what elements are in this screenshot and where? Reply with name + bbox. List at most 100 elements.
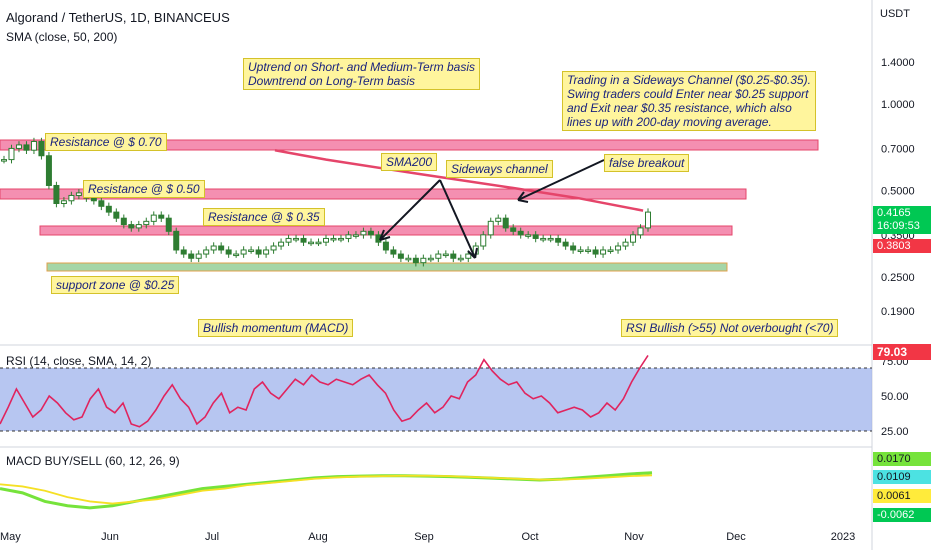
candle-body	[645, 211, 651, 229]
candle-body	[382, 241, 389, 251]
candle-body	[45, 155, 52, 186]
resistance-label-050: Resistance @ $ 0.50	[83, 180, 205, 198]
resistance-label-070: Resistance @ $ 0.70	[45, 133, 167, 151]
candle-body	[285, 237, 292, 243]
indicator-legend: SMA (close, 50, 200)	[6, 30, 118, 44]
candle-body	[8, 147, 15, 161]
candle-body	[143, 220, 150, 226]
annotation-sideways-channel: Sideways channel	[446, 160, 553, 178]
candle-body	[615, 245, 622, 251]
annotation-arrows	[379, 159, 605, 259]
candle-body	[1, 159, 7, 162]
resistance-zone-050[interactable]	[0, 188, 747, 200]
candle-body	[158, 214, 165, 219]
candle-body	[412, 257, 419, 264]
candle-body	[502, 217, 509, 229]
macd-value-3: -0.0062	[873, 508, 931, 522]
candle-body	[465, 253, 472, 259]
candle-body	[457, 257, 464, 261]
macd-value-0: 0.0170	[873, 452, 931, 466]
annotation-false-breakout: false breakout	[604, 154, 690, 172]
time-tick-label: 2023	[831, 531, 855, 543]
candle-body	[270, 245, 277, 251]
candle-body	[420, 257, 427, 264]
candle-body	[577, 249, 584, 252]
annotation-sma200: SMA200	[381, 153, 438, 171]
candle-body	[435, 253, 442, 259]
macd-value-1: 0.0109	[873, 470, 931, 484]
candle-body	[323, 237, 329, 243]
rsi-tick-label: 50.00	[881, 391, 909, 403]
candle-body	[607, 249, 614, 252]
candle-body	[90, 197, 97, 202]
candle-body	[360, 230, 367, 236]
candle-body	[367, 230, 374, 236]
time-tick-label: Jun	[101, 531, 119, 543]
candle-body	[278, 241, 285, 247]
time-tick-label: Jul	[205, 531, 219, 543]
candle-body	[225, 249, 232, 255]
candle-body	[38, 140, 45, 157]
time-tick-label: Dec	[726, 531, 746, 543]
candle-body	[637, 227, 644, 236]
candle-body	[135, 224, 142, 229]
candle-body	[105, 205, 112, 213]
candle-body	[173, 230, 180, 251]
candle-body	[240, 249, 247, 255]
candle-body	[600, 249, 607, 255]
support-zone-025[interactable]	[46, 262, 728, 272]
candle-body	[293, 237, 300, 241]
candle-body	[547, 237, 554, 241]
note-trend: Uptrend on Short- and Medium-Term basis …	[243, 58, 480, 90]
candle-body	[630, 234, 637, 243]
candle-body	[233, 253, 240, 257]
candle-body	[352, 234, 359, 237]
candle-body	[195, 253, 202, 259]
candle-body	[390, 249, 397, 255]
time-tick-label: Sep	[414, 531, 434, 543]
candle-body	[510, 227, 517, 232]
price-tick-label: 1.4000	[881, 57, 915, 69]
candle-body	[255, 249, 262, 255]
candle-body	[128, 224, 135, 229]
time-tick-label: May	[0, 531, 21, 543]
candle-body	[532, 234, 539, 239]
candle-body	[427, 257, 434, 261]
rsi-band	[0, 368, 872, 431]
rsi-legend: RSI (14, close, SMA, 14, 2)	[6, 354, 152, 368]
candle-body	[308, 241, 315, 245]
candle-body	[53, 184, 60, 205]
price-tick-label: 0.7000	[881, 143, 915, 155]
candle-body	[585, 249, 592, 252]
candle-body	[300, 237, 307, 243]
candle-body	[188, 253, 195, 259]
candle-body	[165, 217, 172, 232]
candle-body	[592, 249, 599, 255]
candle-body	[570, 245, 577, 251]
candle-body	[330, 237, 337, 241]
price-tick-label: 0.5000	[881, 185, 915, 197]
candle-body	[540, 237, 547, 241]
candle-body	[23, 144, 30, 151]
candle-body	[30, 140, 37, 151]
candle-body	[495, 217, 502, 222]
time-tick-label: Aug	[308, 531, 328, 543]
sma200-line	[274, 148, 644, 212]
candle-body	[150, 214, 157, 222]
time-tick-label: Oct	[521, 531, 538, 543]
candle-body	[450, 253, 457, 259]
candle-body	[113, 211, 120, 219]
price-tick-label: 0.2500	[881, 272, 915, 284]
time-tick-label: Nov	[624, 531, 644, 543]
candle-series	[1, 137, 651, 267]
note-sideways-channel: Trading in a Sideways Channel ($0.25-$0.…	[562, 71, 816, 131]
candle-body	[562, 241, 569, 247]
candle-body	[263, 249, 270, 255]
candle-body	[622, 241, 629, 247]
candle-body	[203, 249, 210, 255]
candle-body	[555, 237, 562, 243]
candle-body	[405, 257, 412, 261]
candle-body	[210, 245, 217, 251]
sma-value-tag: 0.3803	[873, 239, 931, 253]
resistance-zone-070[interactable]	[0, 139, 819, 151]
